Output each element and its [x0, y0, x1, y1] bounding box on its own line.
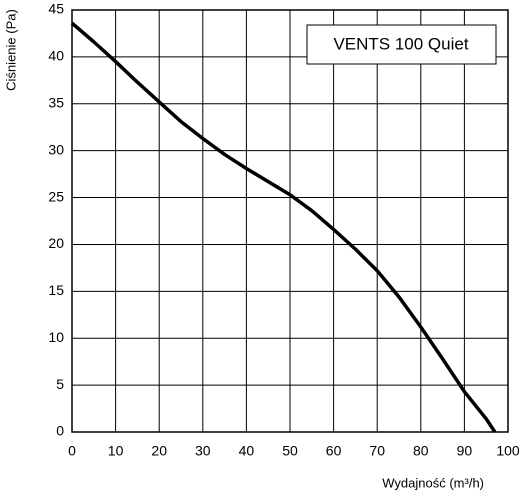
y-tick-label: 0 — [56, 423, 64, 439]
x-tick-label: 60 — [326, 443, 342, 459]
x-tick-label: 50 — [282, 443, 298, 459]
x-axis-label: Wydajność (m³/h) — [382, 475, 484, 490]
x-tick-label: 70 — [369, 443, 385, 459]
y-axis-label: Ciśnienie (Pa) — [3, 9, 18, 91]
y-tick-label: 45 — [48, 1, 64, 17]
data-line — [70, 21, 497, 433]
y-tick-label: 35 — [48, 94, 64, 110]
y-tick-label: 25 — [48, 188, 64, 204]
x-tick-label: 40 — [239, 443, 255, 459]
legend-box — [306, 24, 497, 65]
y-tick-label: 40 — [48, 48, 64, 64]
x-tick-label: 0 — [68, 443, 76, 459]
x-tick-label: 20 — [151, 443, 167, 459]
y-tick-label: 10 — [48, 329, 64, 345]
x-tick-label: 100 — [496, 443, 520, 459]
x-tick-label: 80 — [413, 443, 429, 459]
y-tick-label: 30 — [48, 141, 64, 157]
plot-frame — [71, 9, 509, 433]
y-tick-label: 5 — [56, 376, 64, 392]
y-tick-label: 20 — [48, 235, 64, 251]
y-tick-label: 15 — [48, 282, 64, 298]
legend-entry: VENTS 100 Quiet — [333, 34, 468, 53]
x-tick-label: 30 — [195, 443, 211, 459]
x-tick-label: 10 — [108, 443, 124, 459]
x-tick-label: 90 — [457, 443, 473, 459]
